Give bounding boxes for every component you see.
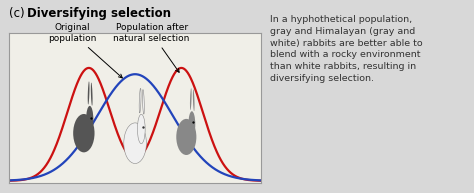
Ellipse shape — [139, 88, 141, 113]
Ellipse shape — [193, 89, 194, 111]
Ellipse shape — [91, 83, 92, 106]
Ellipse shape — [73, 114, 94, 152]
Ellipse shape — [124, 123, 146, 163]
Ellipse shape — [88, 81, 90, 105]
Circle shape — [86, 106, 93, 134]
Ellipse shape — [176, 119, 196, 155]
Text: Original
population: Original population — [48, 23, 122, 78]
Ellipse shape — [143, 90, 144, 114]
Circle shape — [137, 114, 145, 144]
Text: In a hyphothetical population,
gray and Himalayan (gray and
white) rabbits are b: In a hyphothetical population, gray and … — [270, 15, 422, 83]
Circle shape — [188, 111, 195, 137]
Text: (c): (c) — [9, 7, 29, 20]
Text: Diversifying selection: Diversifying selection — [27, 7, 172, 20]
Ellipse shape — [190, 88, 191, 110]
Text: Population after
natural selection: Population after natural selection — [113, 23, 190, 72]
